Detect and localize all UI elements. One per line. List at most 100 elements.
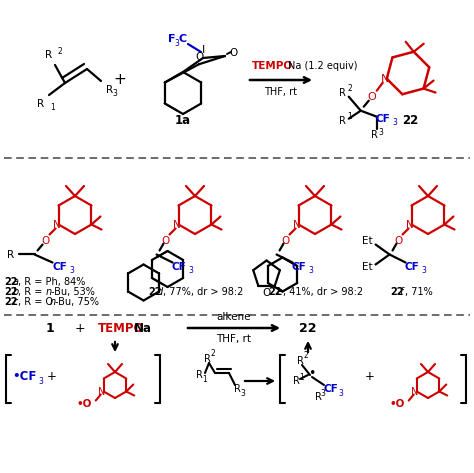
Text: •CF: •CF	[12, 370, 36, 384]
Text: R: R	[234, 384, 240, 394]
Text: N: N	[292, 219, 301, 229]
Text: 3: 3	[112, 89, 117, 98]
Text: 3: 3	[421, 266, 426, 275]
Text: 3: 3	[38, 377, 43, 385]
Text: d: d	[157, 287, 163, 297]
Text: O: O	[162, 236, 170, 245]
Text: N: N	[173, 219, 181, 229]
Text: 1: 1	[300, 373, 304, 382]
Text: THF, rt: THF, rt	[217, 334, 252, 344]
Text: R: R	[339, 88, 346, 98]
Text: R: R	[8, 249, 15, 260]
Text: 1: 1	[46, 322, 55, 334]
Text: N: N	[53, 219, 60, 229]
Text: 1a: 1a	[175, 114, 191, 128]
Text: O: O	[282, 236, 290, 245]
Text: THF, rt: THF, rt	[264, 87, 298, 97]
Text: CF: CF	[375, 114, 390, 124]
Text: C: C	[179, 34, 187, 44]
Text: O: O	[230, 48, 238, 58]
Text: •O: •O	[77, 398, 92, 409]
Text: +: +	[114, 72, 127, 88]
Text: -Bu, 53%: -Bu, 53%	[51, 287, 95, 297]
Text: 3: 3	[378, 128, 383, 137]
Text: Na: Na	[134, 322, 152, 334]
Text: TEMPO: TEMPO	[98, 322, 145, 334]
Text: 22: 22	[4, 287, 18, 297]
Text: R: R	[297, 356, 303, 366]
Text: N: N	[381, 74, 389, 84]
Text: O: O	[41, 236, 50, 245]
Text: 2: 2	[304, 351, 309, 360]
Text: 2: 2	[58, 47, 63, 56]
Text: +: +	[47, 370, 57, 384]
Text: TEMPO: TEMPO	[252, 61, 293, 71]
Text: Et: Et	[362, 263, 373, 272]
Text: •O: •O	[390, 398, 405, 409]
Text: 22: 22	[4, 277, 18, 287]
Text: , 77%, dr > 98:2: , 77%, dr > 98:2	[163, 287, 243, 297]
Text: e: e	[277, 287, 283, 297]
Text: CF: CF	[404, 262, 419, 272]
Text: R: R	[315, 392, 321, 402]
Text: 22: 22	[402, 114, 418, 128]
Text: 3: 3	[241, 388, 246, 397]
Text: 3: 3	[174, 40, 180, 49]
Text: 22: 22	[4, 297, 18, 307]
Text: 1: 1	[50, 103, 55, 112]
Text: I: I	[202, 45, 206, 55]
Text: O: O	[196, 52, 204, 62]
Text: 22: 22	[299, 322, 317, 334]
Text: +: +	[365, 370, 375, 384]
Text: 3: 3	[308, 266, 313, 275]
Text: n: n	[50, 297, 56, 307]
Text: CF: CF	[52, 262, 67, 272]
Text: N: N	[406, 219, 413, 229]
Text: 1: 1	[347, 112, 352, 121]
Text: R: R	[106, 85, 113, 95]
Text: 3: 3	[188, 266, 193, 275]
Text: CF: CF	[291, 262, 306, 272]
Text: R: R	[37, 99, 44, 109]
Text: n: n	[46, 287, 52, 297]
Text: , 71%: , 71%	[405, 287, 433, 297]
Text: 3: 3	[338, 388, 343, 397]
Text: Na (1.2 equiv): Na (1.2 equiv)	[288, 61, 357, 71]
Text: 1: 1	[202, 375, 207, 384]
Text: 2: 2	[210, 350, 215, 359]
Text: 2: 2	[347, 84, 352, 93]
Text: CF: CF	[324, 384, 339, 394]
Text: alkene: alkene	[217, 312, 251, 322]
Text: CF: CF	[171, 262, 186, 272]
Text: R: R	[196, 370, 202, 380]
Text: O: O	[263, 288, 271, 298]
Text: N: N	[98, 386, 105, 396]
Text: c: c	[13, 297, 18, 307]
Text: 3: 3	[69, 266, 74, 275]
Text: b: b	[13, 287, 19, 297]
Text: 3: 3	[320, 388, 326, 397]
Text: f: f	[399, 287, 402, 297]
Text: O: O	[394, 236, 403, 245]
Text: 22: 22	[268, 287, 282, 297]
Text: Et: Et	[362, 236, 373, 246]
Text: O: O	[367, 92, 376, 102]
Text: , R = Ph, 84%: , R = Ph, 84%	[18, 277, 86, 287]
Text: a: a	[13, 277, 19, 287]
Text: R: R	[339, 116, 346, 126]
Text: F: F	[168, 34, 176, 44]
Text: , R =: , R =	[18, 287, 46, 297]
Text: 22: 22	[148, 287, 162, 297]
Text: , R = O: , R = O	[18, 297, 54, 307]
Text: , 41%, dr > 98:2: , 41%, dr > 98:2	[283, 287, 363, 297]
Text: 3: 3	[392, 118, 397, 127]
Text: +: +	[75, 322, 85, 334]
Text: -Bu, 75%: -Bu, 75%	[55, 297, 100, 307]
Text: R: R	[45, 50, 52, 60]
Text: 22: 22	[390, 287, 403, 297]
Text: R: R	[292, 376, 300, 386]
Text: •: •	[308, 368, 316, 380]
Text: N: N	[411, 386, 419, 396]
Text: R: R	[371, 130, 378, 140]
Text: R: R	[203, 354, 210, 364]
